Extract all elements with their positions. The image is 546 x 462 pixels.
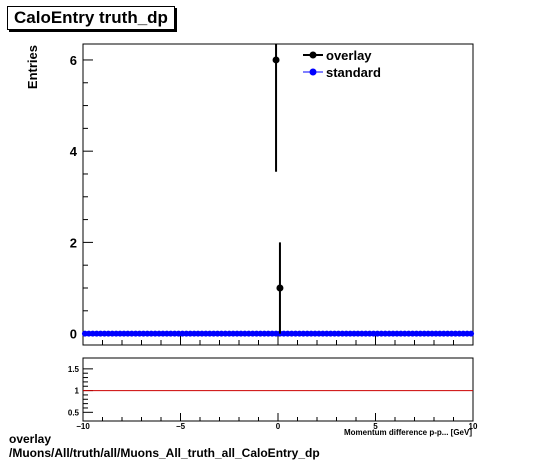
y-tick-label: 6 xyxy=(70,53,77,68)
main-plot-border xyxy=(82,43,474,346)
main-plot-frame xyxy=(82,43,474,346)
legend-marker xyxy=(309,51,317,59)
legend-label: standard xyxy=(326,65,381,80)
ratio-y-tick-label: 0.5 xyxy=(68,408,80,417)
y-axis-label: Entries xyxy=(25,45,40,89)
x-axis-label: Momentum difference p-p... [GeV] xyxy=(344,428,472,437)
overlay-point xyxy=(276,284,284,292)
ratio-plot-border xyxy=(82,357,474,422)
footer-path: /Muons/All/truth/all/Muons_All_truth_all… xyxy=(9,446,320,460)
x-tick-label: −10 xyxy=(76,422,90,431)
x-tick-label: 0 xyxy=(276,422,281,431)
ratio-y-tick-label: 1 xyxy=(75,387,80,396)
footer-label: overlay xyxy=(9,432,52,446)
overlay-series xyxy=(272,44,284,334)
y-tick-label: 2 xyxy=(70,235,77,250)
x-tick-label: 5 xyxy=(373,422,378,431)
x-tick-label: −5 xyxy=(176,422,186,431)
ratio-y-tick-label: 1.5 xyxy=(68,365,80,374)
legend-marker xyxy=(309,68,317,76)
x-tick-label: 10 xyxy=(469,422,478,431)
main-axis-ticks: 0 2 4 6 xyxy=(70,53,474,345)
legend-label: overlay xyxy=(326,48,372,63)
ratio-axis-ticks: 0.5 1 1.5 −10 −5 0 5 10 xyxy=(68,365,478,431)
overlay-point xyxy=(272,56,280,64)
y-tick-label: 0 xyxy=(70,327,77,342)
y-tick-label: 4 xyxy=(70,144,78,159)
plot-title: CaloEntry truth_dp xyxy=(7,6,175,30)
legend: overlay standard xyxy=(303,48,381,80)
standard-point xyxy=(468,330,475,337)
ratio-plot-frame xyxy=(82,357,474,422)
standard-series xyxy=(81,330,475,337)
